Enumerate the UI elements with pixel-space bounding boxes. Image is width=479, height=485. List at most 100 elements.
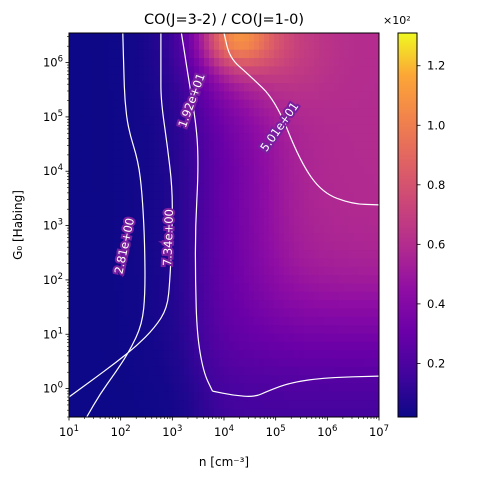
heatmap-cell: [204, 116, 210, 126]
heatmap-cell: [334, 400, 340, 410]
heatmap-cell: [194, 250, 200, 259]
heatmap-cell: [139, 124, 145, 134]
heatmap-cell: [324, 283, 330, 293]
heatmap-cell: [169, 108, 175, 118]
heatmap-cell: [314, 350, 320, 360]
heatmap-cell: [154, 408, 160, 417]
heatmap-cell: [94, 391, 100, 401]
heatmap-cell: [129, 258, 135, 268]
heatmap-cell: [179, 375, 185, 385]
heatmap-cell: [299, 400, 305, 410]
heatmap-cell: [319, 99, 325, 109]
heatmap-cell: [349, 124, 355, 134]
heatmap-cell: [269, 391, 275, 401]
heatmap-cell: [134, 366, 140, 376]
heatmap-cell: [274, 183, 280, 193]
heatmap-cell: [294, 41, 300, 51]
heatmap-cell: [179, 74, 185, 84]
heatmap-cell: [239, 158, 245, 168]
heatmap-cell: [349, 325, 355, 335]
heatmap-cell: [369, 58, 375, 67]
heatmap-cell: [299, 99, 305, 109]
heatmap-cell: [299, 208, 305, 218]
heatmap-cell: [169, 383, 175, 393]
heatmap-cell: [319, 308, 325, 318]
heatmap-cell: [209, 275, 215, 285]
heatmap-cell: [144, 124, 150, 134]
heatmap-cell: [239, 191, 245, 201]
heatmap-cell: [344, 408, 350, 417]
heatmap-cell: [199, 74, 205, 84]
heatmap-cell: [109, 124, 115, 134]
heatmap-cell: [214, 133, 220, 143]
heatmap-cell: [79, 99, 85, 109]
heatmap-cell: [134, 158, 140, 168]
heatmap-cell: [209, 258, 215, 268]
heatmap-cell: [189, 33, 195, 42]
heatmap-cell: [359, 66, 365, 76]
heatmap-cell: [149, 291, 155, 301]
heatmap-cell: [329, 400, 335, 410]
heatmap-cell: [279, 108, 285, 118]
heatmap-cell: [314, 74, 320, 84]
heatmap-cell: [74, 316, 80, 326]
heatmap-cell: [359, 250, 365, 259]
heatmap-cell: [119, 366, 125, 376]
heatmap-cell: [249, 350, 255, 360]
heatmap-cell: [289, 283, 295, 293]
heatmap-cell: [149, 300, 155, 310]
heatmap-cell: [269, 49, 275, 59]
heatmap-cell: [339, 199, 345, 209]
heatmap-cell: [124, 199, 130, 209]
heatmap-cell: [149, 174, 155, 184]
heatmap-cell: [314, 300, 320, 310]
heatmap-cell: [99, 33, 105, 42]
heatmap-cell: [199, 174, 205, 184]
heatmap-cell: [294, 291, 300, 301]
heatmap-cell: [344, 108, 350, 118]
heatmap-cell: [344, 33, 350, 42]
heatmap-cell: [149, 225, 155, 234]
heatmap-cell: [234, 275, 240, 285]
heatmap-cell: [304, 283, 310, 293]
heatmap-cell: [359, 208, 365, 218]
heatmap-cell: [354, 358, 360, 368]
heatmap-cell: [219, 74, 225, 84]
heatmap-cell: [94, 408, 100, 417]
heatmap-cell: [289, 174, 295, 184]
heatmap-cell: [359, 241, 365, 251]
heatmap-cell: [314, 124, 320, 134]
heatmap-cell: [374, 66, 379, 76]
heatmap-cell: [84, 33, 90, 42]
heatmap-cell: [189, 366, 195, 376]
heatmap-cell: [259, 391, 265, 401]
heatmap-cell: [329, 116, 335, 126]
heatmap-cell: [329, 300, 335, 310]
heatmap-cell: [154, 124, 160, 134]
heatmap-cell: [294, 283, 300, 293]
heatmap-cell: [224, 291, 230, 301]
heatmap-cell: [324, 258, 330, 268]
heatmap-cell: [79, 341, 85, 351]
heatmap-cell: [99, 350, 105, 360]
heatmap-cell: [194, 74, 200, 84]
heatmap-cell: [299, 133, 305, 143]
heatmap-cell: [334, 350, 340, 360]
heatmap-cell: [194, 266, 200, 276]
heatmap-cell: [339, 124, 345, 134]
heatmap-cell: [329, 124, 335, 134]
heatmap-cell: [189, 308, 195, 318]
heatmap-cell: [344, 375, 350, 385]
heatmap-cell: [264, 283, 270, 293]
heatmap-cell: [74, 66, 80, 76]
heatmap-cell: [364, 366, 370, 376]
heatmap-cell: [149, 183, 155, 193]
heatmap-cell: [244, 358, 250, 368]
heatmap-cell: [144, 283, 150, 293]
heatmap-cell: [244, 141, 250, 151]
heatmap-cell: [149, 275, 155, 285]
heatmap-cell: [314, 250, 320, 259]
heatmap-cell: [344, 183, 350, 193]
heatmap-cell: [209, 291, 215, 301]
heatmap-cell: [214, 358, 220, 368]
